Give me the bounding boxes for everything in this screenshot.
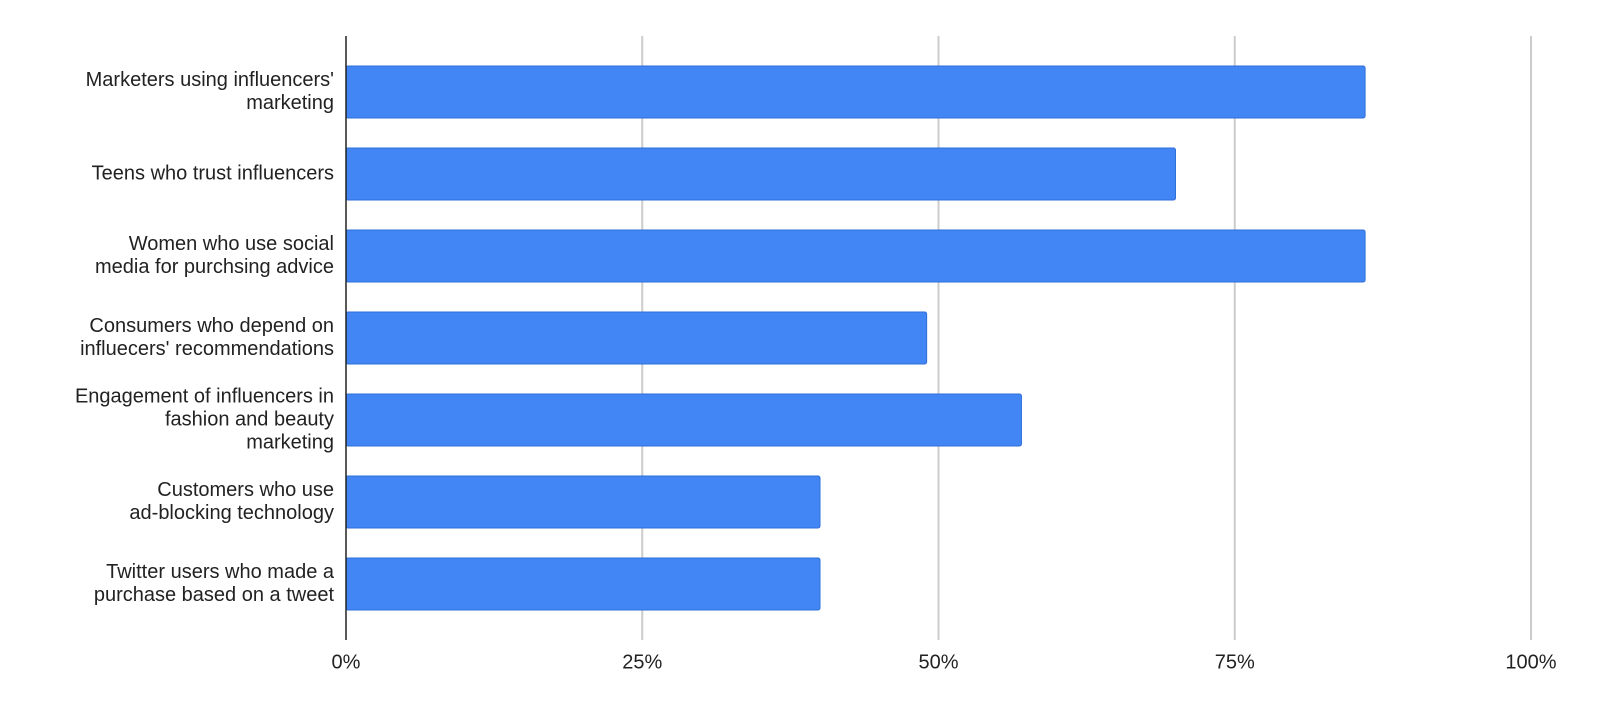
x-tick-label: 100%	[1505, 651, 1556, 673]
y-tick-label: Women who use social media for purchsing…	[94, 233, 334, 278]
x-tick-label: 75%	[1215, 651, 1255, 673]
bar	[345, 229, 1366, 283]
y-tick-label: Consumers who depend on influecers' reco…	[80, 315, 334, 360]
x-tick-label: 25%	[622, 651, 662, 673]
y-tick-label: Engagement of influencers in fashion and…	[74, 385, 334, 454]
x-tick-label: 50%	[918, 651, 958, 673]
bar	[345, 65, 1366, 119]
y-tick-label: Twitter users who made a purchase based …	[93, 561, 334, 606]
bar	[345, 393, 1022, 447]
y-tick-label: Marketers using influencers' marketing	[85, 69, 334, 114]
x-tick-label: 0%	[332, 651, 361, 673]
bar	[345, 557, 821, 611]
bar	[345, 475, 821, 529]
y-tick-label: Customers who use ad-blocking technology	[129, 479, 334, 524]
y-tick-label: Teens who trust influencers	[91, 162, 334, 185]
bar	[345, 311, 928, 365]
bar	[345, 147, 1176, 201]
